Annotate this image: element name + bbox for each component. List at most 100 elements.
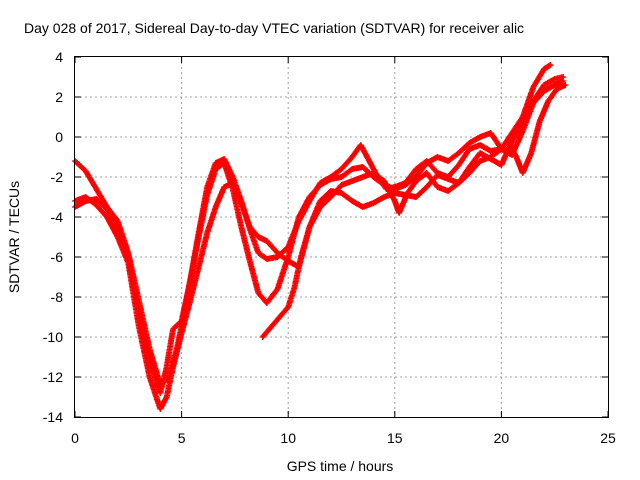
data-point (397, 211, 401, 215)
data-point (180, 331, 183, 335)
data-point (538, 119, 541, 123)
data-point (436, 155, 439, 159)
data-point (532, 85, 535, 89)
data-point (105, 215, 109, 219)
data-point (549, 63, 552, 67)
data-point (361, 205, 364, 209)
data-point (562, 75, 565, 79)
data-point (361, 175, 364, 179)
data-point (165, 365, 168, 369)
x-tick-label: 15 (387, 430, 403, 446)
x-tick-label: 5 (178, 430, 186, 446)
data-point (547, 99, 550, 103)
data-point (368, 159, 371, 163)
data-point (329, 189, 332, 193)
data-point (489, 155, 492, 159)
data-point (478, 143, 482, 147)
data-point (532, 99, 535, 103)
data-point (425, 161, 428, 165)
data-point (555, 87, 558, 91)
data-point (564, 83, 567, 87)
data-point (457, 181, 460, 185)
data-point (340, 175, 343, 179)
data-point (542, 67, 546, 71)
data-point (489, 149, 492, 153)
data-point (351, 155, 354, 159)
data-point (414, 167, 418, 171)
series-markers (72, 74, 567, 412)
data-point (530, 151, 533, 155)
y-tick-label: -2 (51, 169, 64, 185)
data-point (287, 305, 290, 309)
data-point (84, 169, 87, 173)
data-point (105, 207, 109, 211)
x-tick-label: 25 (600, 430, 616, 446)
x-tick-label: 20 (494, 430, 510, 446)
y-tick-label: -8 (51, 289, 64, 305)
data-point (248, 259, 251, 263)
data-point (188, 299, 192, 303)
data-point (84, 195, 87, 199)
data-point (553, 83, 556, 87)
data-point (308, 195, 311, 199)
data-point (340, 191, 343, 195)
x-tick-label: 0 (71, 430, 79, 446)
data-point (489, 131, 492, 135)
x-tick-label: 10 (280, 430, 296, 446)
data-point (329, 177, 332, 181)
y-tick-label: -14 (43, 409, 63, 425)
data-point (206, 231, 209, 235)
data-point (351, 179, 354, 183)
data-point (319, 183, 322, 187)
data-point (116, 235, 119, 239)
y-axis-label: SDTVAR / TECUs (6, 181, 22, 293)
y-tick-label: 2 (55, 89, 63, 105)
data-point (299, 255, 303, 259)
data-point (468, 171, 471, 175)
series-track-4 (259, 82, 569, 340)
data-point (265, 257, 269, 261)
series-track-3 (72, 74, 567, 412)
data-point (562, 79, 565, 83)
data-point (393, 199, 396, 203)
data-point (500, 147, 503, 151)
data-point (171, 365, 175, 369)
data-point (515, 155, 518, 159)
data-point (340, 183, 343, 187)
data-point (159, 391, 162, 395)
data-point (137, 325, 141, 329)
data-point (188, 279, 192, 283)
data-point (468, 141, 471, 145)
data-point (171, 327, 175, 331)
data-point (506, 139, 509, 143)
data-point (457, 151, 460, 155)
data-point (382, 179, 386, 183)
data-point (276, 287, 279, 291)
plot-frame (74, 56, 609, 418)
data-point (340, 167, 343, 171)
data-point (308, 225, 311, 229)
data-point (468, 147, 471, 151)
data-point (393, 191, 396, 195)
data-point (468, 165, 471, 169)
data-point (521, 119, 524, 123)
data-point (425, 185, 428, 189)
tick-layer: 0 5 10 15 20 25 -14 -12 -10 -8 -6 -4 -2 0 2 4 (43, 49, 616, 446)
data-point (248, 225, 251, 229)
data-point (436, 173, 439, 177)
data-point (404, 183, 407, 187)
data-point (231, 175, 234, 179)
data-point (265, 239, 269, 243)
y-tick-label: -10 (43, 329, 63, 345)
data-point (359, 143, 362, 147)
data-point (223, 161, 226, 165)
data-point (478, 135, 482, 139)
data-point (406, 191, 409, 195)
data-point (372, 171, 375, 175)
data-point (436, 185, 439, 189)
data-point (521, 129, 524, 133)
data-point (351, 167, 354, 171)
data-point (197, 265, 200, 269)
data-point (257, 251, 260, 255)
data-point (553, 77, 556, 81)
